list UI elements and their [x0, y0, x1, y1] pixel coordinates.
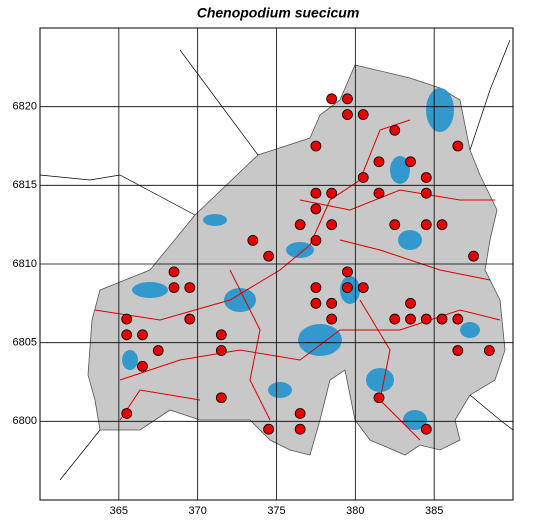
point — [263, 250, 275, 262]
point — [342, 282, 353, 294]
point — [326, 93, 338, 105]
point — [389, 219, 401, 231]
point — [326, 313, 338, 325]
point — [310, 234, 322, 246]
point — [137, 360, 148, 372]
x-tick-label: 385 — [425, 505, 443, 517]
point — [405, 297, 416, 309]
point — [452, 345, 464, 356]
point — [326, 297, 338, 309]
map-layer — [39, 39, 514, 481]
point — [247, 234, 259, 246]
point — [373, 392, 385, 404]
roads — [94, 119, 501, 441]
point — [294, 219, 306, 231]
point — [373, 156, 385, 168]
point — [294, 408, 306, 419]
point — [420, 423, 432, 435]
x-tick-label: 380 — [346, 505, 364, 517]
point — [263, 423, 275, 435]
x-tick-label: 365 — [110, 505, 128, 517]
point — [420, 219, 432, 231]
point — [452, 313, 464, 325]
point — [152, 345, 164, 356]
point — [357, 109, 369, 120]
chart-title: Chenopodium suecicum — [197, 5, 360, 21]
point — [342, 266, 353, 278]
point — [420, 313, 432, 325]
point — [420, 187, 432, 199]
point — [483, 345, 495, 356]
point — [168, 266, 180, 278]
point — [342, 93, 353, 105]
point — [326, 187, 338, 199]
x-tick-label: 370 — [188, 505, 206, 517]
y-tick-label: 6820 — [13, 101, 37, 113]
point — [373, 187, 385, 199]
point — [357, 282, 369, 294]
point — [310, 140, 322, 152]
y-tick-label: 6810 — [13, 258, 37, 270]
point — [452, 140, 464, 152]
point — [310, 203, 322, 215]
point — [468, 250, 479, 262]
point — [326, 219, 338, 231]
point — [342, 109, 353, 120]
point — [184, 313, 196, 325]
y-tick-label: 6800 — [13, 415, 37, 427]
point — [215, 329, 227, 341]
point — [121, 313, 133, 325]
point — [405, 313, 416, 325]
y-tick-label: 6805 — [13, 337, 37, 349]
point — [405, 156, 416, 168]
point — [215, 392, 227, 404]
y-tick-label: 6815 — [13, 179, 37, 191]
point — [310, 187, 322, 199]
point — [137, 329, 148, 341]
point — [389, 124, 401, 136]
point — [168, 282, 180, 294]
point — [310, 297, 322, 309]
point — [389, 313, 401, 325]
point — [121, 408, 133, 419]
point — [436, 313, 448, 325]
point — [121, 329, 133, 341]
x-tick-label: 375 — [267, 505, 285, 517]
point — [184, 282, 196, 294]
point — [294, 423, 306, 435]
point — [357, 172, 369, 183]
point — [310, 282, 322, 294]
point — [436, 219, 448, 231]
borders — [39, 39, 514, 481]
point — [215, 345, 227, 356]
point — [420, 172, 432, 183]
